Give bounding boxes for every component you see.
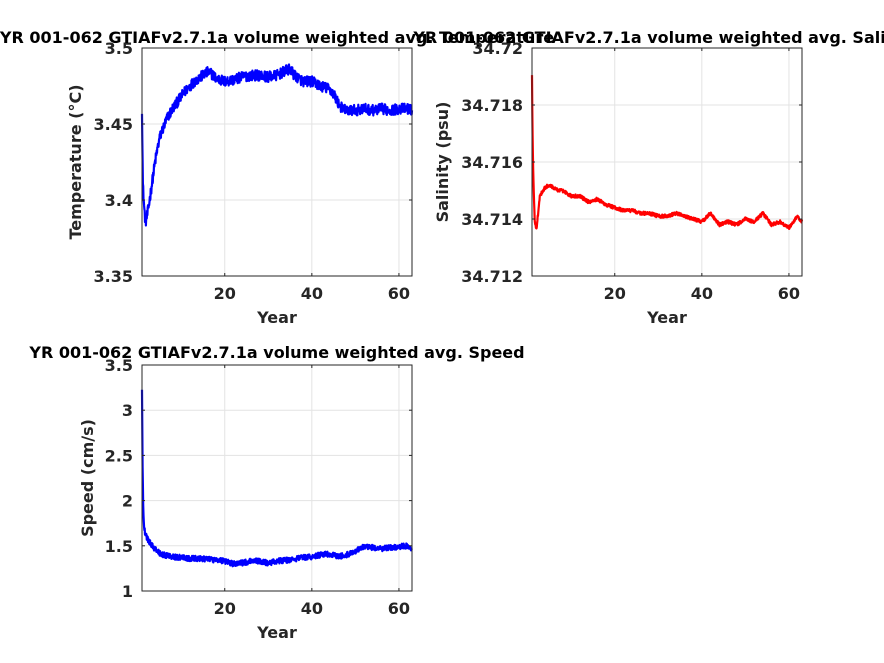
salinity-y-tick-label: 34.72 (472, 39, 523, 58)
speed-y-tick-label: 2 (122, 492, 133, 511)
temperature-y-tick-label: 3.5 (105, 39, 133, 58)
temperature-y-tick-label: 3.45 (94, 115, 133, 134)
salinity-grid (532, 48, 802, 276)
speed-y-tick-label: 2.5 (105, 446, 133, 465)
speed-grid (142, 365, 412, 591)
salinity-panel: 20 40 60 34.712 34.714 34.716 34.718 34.72 YR 0… (412, 28, 884, 327)
salinity-x-tick-label: 60 (778, 284, 800, 303)
speed-panel: 20 40 60 1 1.5 2 2.5 3 3.5 YR 001-062 GTIAFv2.7.… (28, 343, 524, 642)
speed-y-tick-label: 1 (122, 582, 133, 601)
speed-x-tick-label: 40 (301, 599, 323, 618)
salinity-series-line (530, 75, 804, 231)
salinity-x-axis-label: Year (646, 308, 687, 327)
salinity-y-tick-label: 34.714 (461, 210, 523, 229)
speed-y-tick-label: 3 (122, 401, 133, 420)
salinity-lines (530, 75, 804, 231)
speed-x-axis-label: Year (256, 623, 297, 642)
temperature-ticks: 20 40 60 3.35 3.4 3.45 3.5 (94, 39, 412, 303)
speed-x-tick-label: 20 (214, 599, 236, 618)
speed-lines (140, 389, 413, 568)
speed-x-tick-label: 60 (388, 599, 410, 618)
speed-series-line (140, 389, 413, 568)
speed-axes-box (141, 364, 413, 592)
speed-y-tick-label: 1.5 (105, 537, 133, 556)
salinity-x-tick-label: 20 (604, 284, 626, 303)
temperature-x-tick-label: 40 (301, 284, 323, 303)
temperature-x-tick-label: 60 (388, 284, 410, 303)
temperature-series-line (140, 63, 414, 227)
temperature-x-axis-label: Year (256, 308, 297, 327)
temperature-panel: 20 40 60 3.35 3.4 3.45 3.5 YR 001-062 GTIAFv2.… (0, 28, 554, 327)
temperature-y-axis-label: Temperature (°C) (66, 84, 85, 239)
speed-ticks: 20 40 60 1 1.5 2 2.5 3 3.5 (105, 356, 412, 618)
salinity-y-axis-label: Salinity (psu) (433, 102, 452, 223)
salinity-y-tick-label: 34.716 (461, 153, 523, 172)
salinity-y-tick-label: 34.712 (461, 267, 523, 286)
salinity-ticks: 20 40 60 34.712 34.714 34.716 34.718 34.72 (461, 39, 802, 303)
salinity-x-tick-label: 40 (691, 284, 713, 303)
temperature-axes-box (141, 47, 413, 277)
speed-y-tick-label: 3.5 (105, 356, 133, 375)
salinity-chart-title: YR 001-062 GTIAFv2.7.1a volume weighted … (412, 28, 884, 47)
temperature-y-tick-label: 3.4 (105, 191, 133, 210)
speed-chart-title: YR 001-062 GTIAFv2.7.1a volume weighted … (28, 343, 524, 362)
temperature-lines (140, 63, 414, 227)
temperature-chart-title: YR 001-062 GTIAFv2.7.1a volume weighted … (0, 28, 554, 47)
speed-plot-area (142, 365, 412, 591)
temperature-y-tick-label: 3.35 (94, 267, 133, 286)
temperature-x-tick-label: 20 (214, 284, 236, 303)
salinity-y-tick-label: 34.718 (461, 96, 523, 115)
temperature-plot-area (142, 48, 412, 276)
speed-y-axis-label: Speed (cm/s) (78, 419, 97, 537)
